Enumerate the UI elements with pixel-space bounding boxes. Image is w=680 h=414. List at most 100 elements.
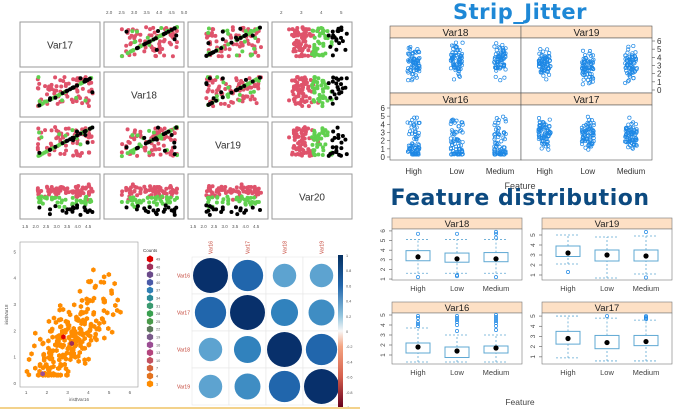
box-panel-label: Var16 bbox=[445, 303, 470, 314]
svg-text:1: 1 bbox=[530, 273, 537, 277]
scatter-matrix: Var17 Var18 Var19 Var20 2.0 2.5 3.0 3.5 4.0 4.5 5.… bbox=[0, 0, 360, 230]
svg-text:4: 4 bbox=[381, 120, 386, 129]
svg-text:16: 16 bbox=[156, 343, 160, 347]
svg-text:2.0: 2.0 bbox=[201, 224, 208, 229]
svg-text:28: 28 bbox=[156, 312, 160, 316]
svg-text:5: 5 bbox=[13, 249, 16, 254]
box-category-label: Low bbox=[600, 284, 614, 293]
corr-col-label: Var16 bbox=[209, 241, 215, 254]
svg-text:37: 37 bbox=[156, 289, 160, 293]
svg-text:19: 19 bbox=[156, 336, 160, 340]
corr-row-label: Var19 bbox=[177, 385, 190, 391]
svg-text:5: 5 bbox=[530, 314, 537, 318]
svg-text:1: 1 bbox=[657, 78, 662, 87]
svg-text:2: 2 bbox=[381, 137, 386, 146]
svg-text:4: 4 bbox=[13, 276, 16, 281]
svg-text:1: 1 bbox=[13, 355, 16, 360]
svg-text:3: 3 bbox=[13, 302, 16, 307]
matrix-var-label: Var17 bbox=[47, 41, 73, 52]
strip-panel-label: Var17 bbox=[574, 95, 600, 106]
svg-text:2: 2 bbox=[380, 267, 387, 271]
svg-text:4: 4 bbox=[657, 53, 662, 62]
svg-text:2.5: 2.5 bbox=[119, 10, 126, 15]
strip-category-label: High bbox=[405, 167, 421, 176]
svg-text:3.5: 3.5 bbox=[232, 224, 239, 229]
svg-text:2: 2 bbox=[46, 390, 49, 395]
svg-text:0: 0 bbox=[381, 153, 386, 162]
corr-row-label: Var17 bbox=[177, 311, 190, 317]
box-x-axis-label: Feature bbox=[505, 397, 535, 407]
svg-text:1: 1 bbox=[25, 390, 28, 395]
hexbin-chart: 1 2 3 4 5 6 0 1 2 3 4 5 iris$Var16 iris$Var18 Counts 1 4… bbox=[0, 232, 175, 407]
svg-text:0.8: 0.8 bbox=[346, 269, 351, 273]
svg-text:3.0: 3.0 bbox=[222, 224, 229, 229]
svg-text:3.5: 3.5 bbox=[64, 224, 71, 229]
strip-category-label: Medium bbox=[486, 167, 515, 176]
strip-jitter-chart: Var18 Var19 Var16 Var17 0 0 1 1 2 2 3 3 4 4 5 5 6 6 High Lo… bbox=[360, 22, 680, 192]
svg-text:3: 3 bbox=[380, 258, 387, 262]
svg-text:3.0: 3.0 bbox=[54, 224, 61, 229]
strip-category-label: High bbox=[536, 167, 552, 176]
box-category-label: Low bbox=[450, 368, 464, 377]
svg-text:3.5: 3.5 bbox=[144, 10, 151, 15]
box-category-label: Medium bbox=[483, 368, 510, 377]
box-category-label: High bbox=[410, 368, 425, 377]
svg-text:-0.6: -0.6 bbox=[346, 376, 353, 380]
svg-text:5: 5 bbox=[380, 313, 387, 317]
svg-text:3: 3 bbox=[530, 334, 537, 338]
svg-text:3.0: 3.0 bbox=[131, 10, 138, 15]
box-category-label: High bbox=[560, 284, 575, 293]
box-category-label: Medium bbox=[483, 284, 510, 293]
svg-text:5: 5 bbox=[340, 10, 343, 15]
svg-text:2: 2 bbox=[13, 328, 16, 333]
strip-x-axis-label: Feature bbox=[504, 181, 535, 191]
box-category-label: High bbox=[410, 284, 425, 293]
svg-text:40: 40 bbox=[156, 281, 160, 285]
hexbin-x-label: iris$Var16 bbox=[69, 397, 89, 402]
svg-text:4.5: 4.5 bbox=[253, 224, 260, 229]
correlation-plot: Var16 Var17 Var18 Var19 Var16 Var17 Var18 Var19… bbox=[177, 241, 353, 410]
svg-text:0: 0 bbox=[346, 330, 348, 334]
svg-text:4: 4 bbox=[87, 390, 90, 395]
svg-text:4: 4 bbox=[320, 10, 323, 15]
svg-text:4: 4 bbox=[156, 375, 158, 379]
svg-text:2: 2 bbox=[280, 10, 283, 15]
matrix-var-label: Var18 bbox=[131, 91, 157, 102]
corr-row-label: Var16 bbox=[177, 274, 190, 280]
svg-text:13: 13 bbox=[156, 351, 160, 355]
svg-text:-0.2: -0.2 bbox=[346, 345, 353, 349]
strip-jitter-title: Strip_Jitter bbox=[453, 0, 587, 24]
svg-text:3: 3 bbox=[380, 333, 387, 337]
svg-text:49: 49 bbox=[156, 258, 160, 262]
strip-category-label: Medium bbox=[617, 167, 646, 176]
svg-text:0: 0 bbox=[657, 86, 662, 95]
svg-text:5.0: 5.0 bbox=[181, 10, 188, 15]
feature-distribution-chart: Var18 1 2 3 4 5 6 High Low Medium Var19 1 2 3 4 5 High Lo… bbox=[360, 212, 680, 409]
box-plot: Var18 1 2 3 4 5 6 High Low Medium Var19 1 2 3 4 5 High Lo… bbox=[380, 217, 673, 407]
svg-text:1: 1 bbox=[381, 145, 386, 154]
box-category-label: High bbox=[560, 368, 575, 377]
svg-text:7: 7 bbox=[156, 367, 158, 371]
svg-text:2: 2 bbox=[657, 70, 662, 79]
svg-text:4.5: 4.5 bbox=[169, 10, 176, 15]
svg-text:2: 2 bbox=[380, 343, 387, 347]
svg-text:3: 3 bbox=[300, 10, 303, 15]
box-category-label: Low bbox=[450, 284, 464, 293]
svg-text:5: 5 bbox=[657, 45, 662, 54]
svg-text:6: 6 bbox=[657, 37, 662, 46]
svg-text:3: 3 bbox=[530, 253, 537, 257]
svg-text:6: 6 bbox=[381, 104, 386, 113]
box-panel-label: Var18 bbox=[445, 219, 470, 230]
svg-text:5: 5 bbox=[530, 233, 537, 237]
svg-text:1: 1 bbox=[530, 355, 537, 359]
svg-text:3: 3 bbox=[381, 129, 386, 138]
box-category-label: Medium bbox=[633, 368, 660, 377]
svg-text:6: 6 bbox=[129, 390, 132, 395]
corr-col-label: Var19 bbox=[320, 241, 326, 254]
svg-text:5: 5 bbox=[381, 112, 386, 121]
svg-text:2.5: 2.5 bbox=[43, 224, 50, 229]
svg-text:2: 2 bbox=[530, 344, 537, 348]
hexbin-y-label: iris$Var18 bbox=[4, 304, 9, 324]
